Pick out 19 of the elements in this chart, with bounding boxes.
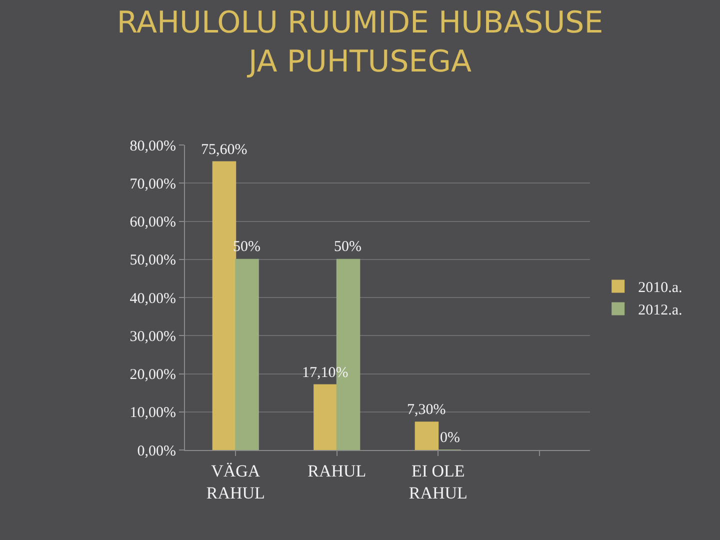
y-tick-label: 0,00% — [137, 443, 176, 460]
chart-title: RAHULOLU RUUMIDE HUBASUSE JA PUHTUSEGA — [116, 5, 604, 80]
y-tick-label: 10,00% — [130, 405, 176, 422]
x-tick-label: RAHUL — [308, 461, 366, 480]
y-tick-label: 30,00% — [130, 328, 176, 345]
data-label: 7,30% — [407, 402, 446, 418]
y-tick-label: 60,00% — [130, 214, 176, 230]
data-label: 50% — [334, 239, 362, 255]
y-tick-label: 40,00% — [130, 290, 176, 307]
data-label: 0% — [440, 430, 460, 446]
y-tick-label: 70,00% — [130, 176, 176, 192]
x-tick-label: VÄGA RAHUL — [206, 461, 265, 502]
legend-label: 2012.a. — [638, 302, 682, 319]
data-label: 75,60% — [201, 142, 248, 158]
y-tick-label: 50,00% — [130, 252, 176, 269]
legend-label: 2010.a. — [638, 280, 682, 296]
y-tick-label: 20,00% — [130, 367, 176, 383]
y-tick-label: 80,00% — [130, 138, 176, 154]
x-tick-label: EI OLE RAHUL — [408, 461, 468, 502]
